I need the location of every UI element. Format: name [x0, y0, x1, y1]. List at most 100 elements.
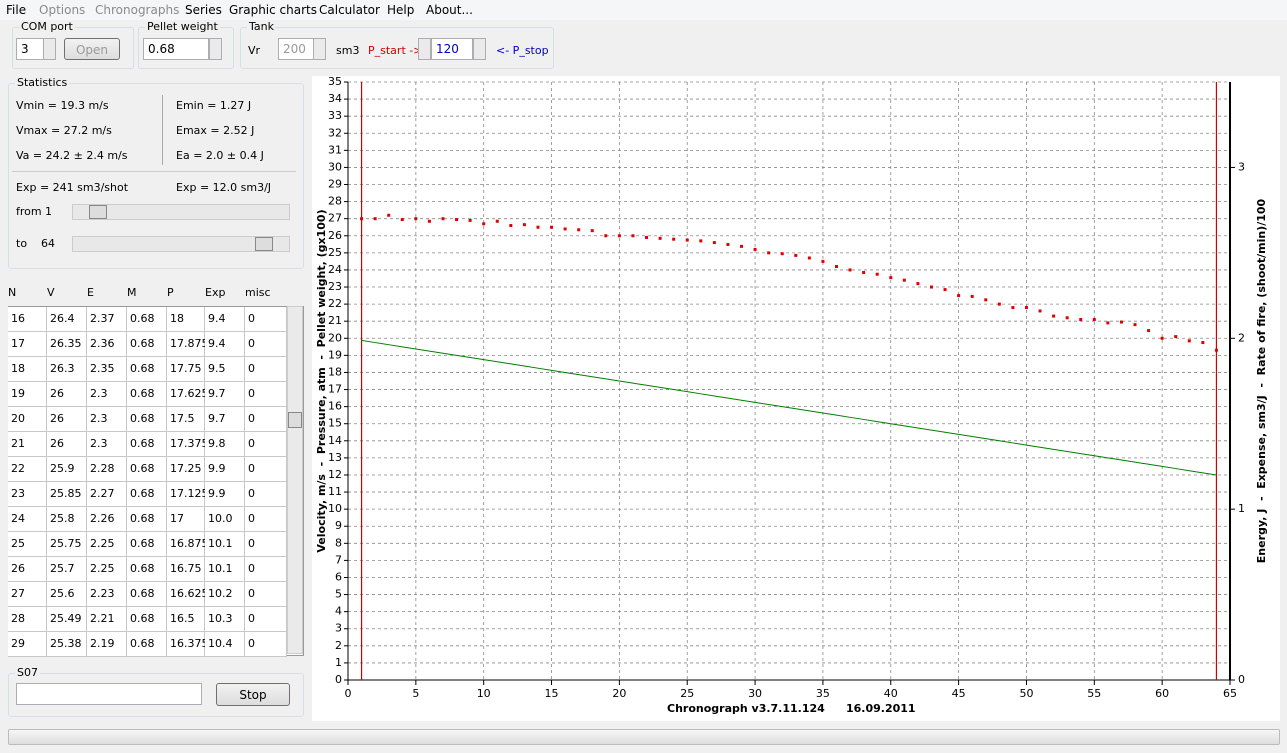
spinner[interactable]	[43, 38, 56, 60]
stat: Vmin = 19.3 m/s	[16, 99, 109, 112]
menu-item[interactable]: Series	[185, 3, 222, 17]
cell: 25.8	[47, 507, 87, 532]
y-tick-label: 23	[328, 280, 342, 293]
spinner[interactable]	[209, 38, 222, 60]
cell: 17.875	[167, 332, 209, 357]
cell: 0.68	[127, 457, 167, 482]
stat: Emax = 2.52 J	[176, 124, 255, 137]
open-button[interactable]: Open	[64, 38, 120, 60]
data-point	[1133, 323, 1137, 327]
data-point	[509, 224, 513, 228]
menu-item[interactable]: File	[6, 3, 27, 17]
y-tick-label: 10	[328, 502, 342, 515]
data-point	[794, 253, 798, 257]
column-header: Exp	[205, 286, 226, 299]
cell: 0.68	[127, 357, 167, 382]
data-point	[848, 268, 852, 272]
y-tick-label: 7	[335, 553, 342, 566]
cell: 2.27	[87, 482, 127, 507]
cell: 9.4	[205, 332, 245, 357]
menu-item[interactable]: Help	[387, 3, 415, 17]
data-point	[360, 217, 364, 221]
column-header: misc	[245, 286, 271, 299]
menu-item[interactable]: About...	[426, 3, 473, 17]
y-tick-label: 25	[328, 246, 342, 259]
cell: 9.7	[205, 382, 245, 407]
group-label: COM port	[19, 20, 75, 33]
spinner[interactable]	[418, 38, 431, 60]
cell: 24	[8, 507, 47, 532]
y-tick-label: 8	[335, 536, 342, 549]
data-point	[563, 227, 567, 231]
s07-input[interactable]	[16, 683, 202, 705]
cell: 10.1	[205, 532, 245, 557]
menu-item[interactable]: Chronographs	[95, 3, 180, 17]
cell: 25.49	[47, 607, 87, 632]
data-line	[361, 339, 1217, 476]
y-tick-label: 2	[335, 639, 342, 652]
data-point	[400, 218, 404, 222]
data-point	[590, 229, 594, 233]
y-tick-label: 9	[335, 519, 342, 532]
group-label: S07	[15, 666, 40, 679]
p-input[interactable]: 120	[431, 38, 473, 60]
s07-group: S07	[8, 666, 304, 717]
stat: Emin = 1.27 J	[176, 99, 252, 112]
cell: 0.68	[127, 507, 167, 532]
stat: Exp = 12.0 sm3/J	[176, 181, 272, 194]
scrollbar[interactable]	[287, 306, 303, 654]
data-point	[943, 288, 947, 292]
com-port-input[interactable]: 3	[16, 38, 44, 60]
cell: 2.25	[87, 532, 127, 557]
to-value: 64	[41, 237, 55, 250]
cell: 0.68	[127, 557, 167, 582]
pellet-input[interactable]: 0.68	[143, 38, 209, 60]
menu-item[interactable]: Options	[39, 3, 86, 17]
x-tick-label: 15	[545, 687, 559, 700]
y-tick-label: 16	[328, 400, 342, 413]
y-tick-label: 28	[328, 195, 342, 208]
data-point	[427, 219, 431, 223]
cell: 0	[245, 632, 287, 657]
vr-input[interactable]: 200	[278, 38, 314, 60]
cell: 9.9	[205, 482, 245, 507]
menu-item[interactable]: Graphic charts	[229, 3, 318, 17]
spinner[interactable]	[313, 38, 326, 60]
data-point	[1092, 317, 1096, 321]
cell: 0.68	[127, 482, 167, 507]
from-slider[interactable]	[72, 204, 290, 220]
data-point	[550, 225, 554, 229]
cell: 0	[245, 357, 287, 382]
x-tick-label: 30	[748, 687, 762, 700]
data-point	[685, 238, 689, 242]
cell: 17.125	[167, 482, 209, 507]
data-point	[631, 234, 635, 238]
y-tick-label: 34	[328, 92, 342, 105]
cell: 17.625	[167, 382, 209, 407]
x-tick-label: 0	[345, 687, 352, 700]
column-header: P	[167, 286, 174, 299]
menu-item[interactable]: Calculator	[319, 3, 380, 17]
unit-label: sm3	[336, 44, 360, 57]
data-point	[1065, 316, 1069, 320]
spinner[interactable]	[473, 38, 486, 60]
stop-button[interactable]: Stop	[216, 683, 290, 706]
y-tick-label: 18	[328, 365, 342, 378]
data-point	[414, 217, 418, 221]
slider-thumb[interactable]	[255, 237, 273, 251]
scroll-thumb[interactable]	[288, 412, 302, 428]
y-tick-label: 29	[328, 178, 342, 191]
slider-thumb[interactable]	[89, 205, 107, 219]
vr-label: Vr	[248, 44, 261, 57]
data-point	[1147, 329, 1151, 333]
to-slider[interactable]	[72, 236, 290, 252]
y-tick-label: 31	[328, 143, 342, 156]
cell: 0	[245, 382, 287, 407]
cell: 16	[8, 307, 47, 332]
cell: 25.38	[47, 632, 87, 657]
y-tick-label: 33	[328, 109, 342, 122]
cell: 10.1	[205, 557, 245, 582]
x-tick-label: 20	[612, 687, 626, 700]
cell: 16.5	[167, 607, 205, 632]
